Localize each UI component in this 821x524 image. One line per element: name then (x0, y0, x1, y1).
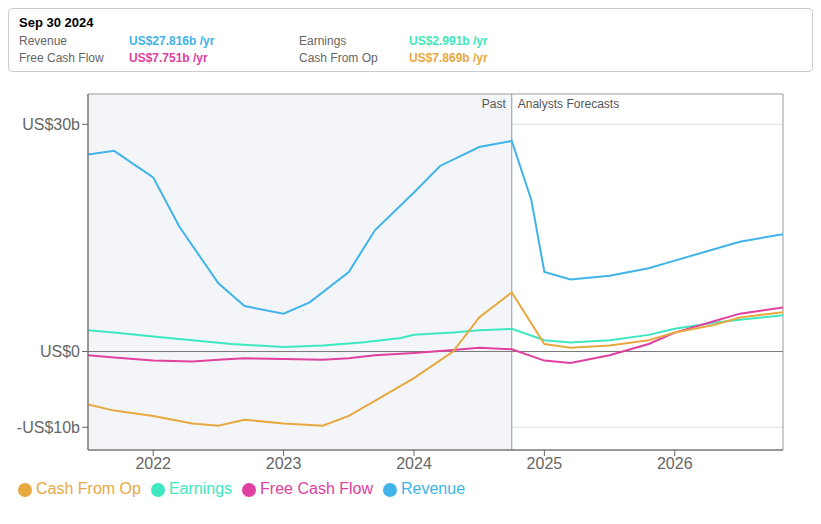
svg-text:Past: Past (482, 97, 507, 111)
svg-text:2025: 2025 (527, 455, 563, 472)
html-text:Earnings: Earnings (299, 34, 347, 48)
svg-text:US$0: US$0 (40, 343, 80, 360)
svg-text:2024: 2024 (396, 455, 432, 472)
svg-text:2026: 2026 (657, 455, 693, 472)
html-text:Free Cash Flow: Free Cash Flow (19, 51, 104, 65)
svg-text:-US$10b: -US$10b (17, 419, 80, 436)
html-text:Revenue: Revenue (19, 34, 67, 48)
html-text:US$27.816b /yr: US$27.816b /yr (129, 34, 215, 48)
html-text:Revenue: Revenue (401, 480, 465, 497)
html-text:Cash From Op: Cash From Op (299, 51, 378, 65)
svg-text:Analysts Forecasts: Analysts Forecasts (518, 97, 619, 111)
svg-text:2022: 2022 (135, 455, 171, 472)
html-text:US$2.991b /yr: US$2.991b /yr (409, 34, 488, 48)
html-text:US$7.751b /yr: US$7.751b /yr (129, 51, 208, 65)
html-text:Sep 30 2024: Sep 30 2024 (19, 15, 94, 30)
html-text:Free Cash Flow: Free Cash Flow (260, 480, 373, 497)
html-text:US$7.869b /yr: US$7.869b /yr (409, 51, 488, 65)
svg-text:2023: 2023 (266, 455, 302, 472)
svg-text:US$30b: US$30b (22, 116, 80, 133)
html-text:Earnings: Earnings (168, 480, 233, 497)
html-text:Cash From Op: Cash From Op (36, 480, 141, 497)
